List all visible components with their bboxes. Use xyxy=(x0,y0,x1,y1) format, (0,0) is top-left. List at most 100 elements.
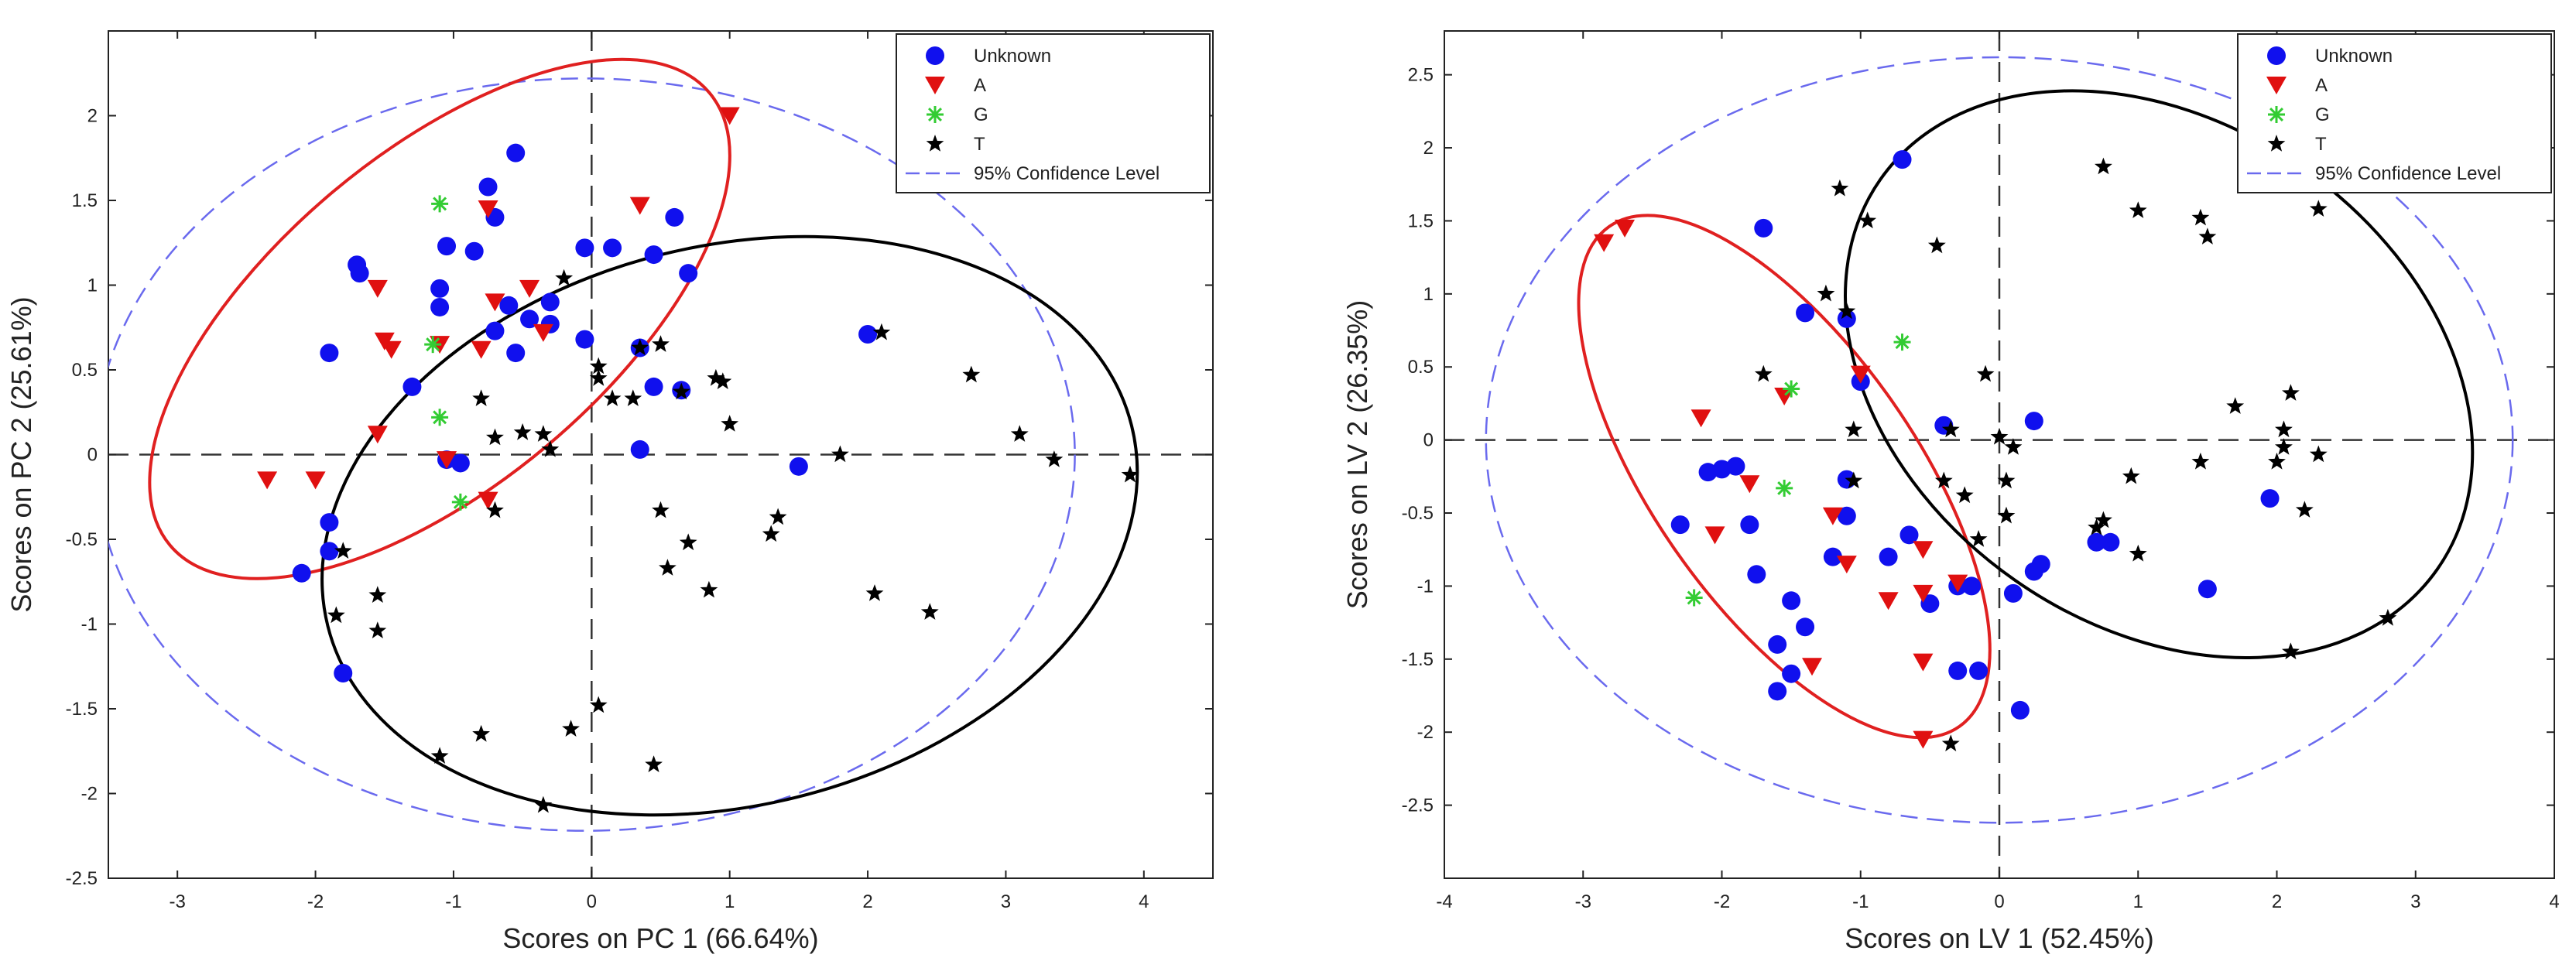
pca-score-plot: -3 -2 -1 0 1 2 3 4 -2.5 -2 -1.5 -1 -0.5 0 0.5 1 1.5 2 Scor… xyxy=(5,30,1214,954)
point-t xyxy=(707,368,725,386)
series-t xyxy=(327,269,1139,813)
point-unknown xyxy=(430,279,450,298)
point-unknown xyxy=(1740,515,1759,535)
point-t xyxy=(2295,501,2314,518)
group-a-ellipse xyxy=(148,57,731,580)
point-t xyxy=(2282,384,2300,401)
point-unknown xyxy=(2101,532,2120,552)
y-tick-label: -2 xyxy=(81,784,98,805)
legend-label: T xyxy=(2315,134,2327,155)
point-t xyxy=(1838,302,1856,320)
legend-marker-g xyxy=(2268,106,2285,123)
point-a xyxy=(1739,475,1760,494)
point-t xyxy=(872,323,891,340)
point-unknown xyxy=(1899,525,1919,545)
y-axis-label: Scores on LV 2 (26.35%) xyxy=(1341,300,1373,610)
y-tick-label: 2 xyxy=(1423,138,1434,159)
series-g xyxy=(424,195,469,511)
point-unknown xyxy=(603,238,622,258)
point-t xyxy=(1845,420,1863,438)
point-t xyxy=(2379,608,2397,626)
point-t xyxy=(1955,486,1974,504)
point-unknown xyxy=(679,264,698,283)
point-a xyxy=(1878,592,1899,611)
point-unknown xyxy=(450,453,470,473)
legend-marker-unknown xyxy=(926,46,944,65)
point-unknown xyxy=(1712,460,1732,479)
point-t xyxy=(1969,530,1988,547)
point-a xyxy=(533,323,553,342)
point-t xyxy=(645,755,663,772)
point-g xyxy=(431,409,449,426)
confidence-ellipse xyxy=(108,77,1076,832)
point-t xyxy=(2275,438,2293,455)
point-a xyxy=(478,200,498,218)
point-a xyxy=(485,293,505,312)
point-unknown xyxy=(858,325,878,344)
point-t xyxy=(368,586,387,603)
point-unknown xyxy=(478,177,498,197)
y-tick-label: 1 xyxy=(1423,284,1434,305)
point-unknown xyxy=(644,377,663,396)
point-unknown xyxy=(1768,635,1787,654)
point-t xyxy=(555,269,574,286)
point-unknown xyxy=(1754,218,1773,238)
point-unknown xyxy=(2087,532,2106,552)
series-unknown xyxy=(292,143,878,683)
point-t xyxy=(368,621,387,638)
point-t xyxy=(2275,420,2293,438)
legend-marker-t xyxy=(2267,135,2286,152)
point-unknown xyxy=(665,207,684,227)
point-unknown xyxy=(1837,506,1856,525)
legend-marker-t xyxy=(926,135,944,152)
x-tick-label: 2 xyxy=(862,891,872,912)
point-t xyxy=(2191,208,2210,226)
point-t xyxy=(1010,425,1029,442)
y-tick-label: -0.5 xyxy=(66,529,98,550)
point-t xyxy=(2309,445,2328,463)
legend-label: G xyxy=(974,104,988,125)
x-axis-label: Scores on PC 1 (66.64%) xyxy=(502,922,818,954)
point-a xyxy=(1836,556,1857,574)
group-a-ellipse xyxy=(1577,214,1992,740)
point-t xyxy=(1990,427,2009,445)
x-tick-label: -1 xyxy=(445,891,461,912)
point-t xyxy=(2226,397,2245,414)
point-unknown xyxy=(2197,580,2217,599)
point-a xyxy=(367,279,388,298)
point-unknown xyxy=(1698,463,1718,482)
point-g xyxy=(451,493,469,511)
point-a xyxy=(1594,234,1615,252)
legend-label: 95% Confidence Level xyxy=(2315,163,2501,184)
legend-label: A xyxy=(2315,75,2328,96)
x-tick-label: 3 xyxy=(2410,891,2420,912)
point-t xyxy=(589,357,608,375)
legend-marker-g xyxy=(927,106,944,123)
y-tick-label: 1.5 xyxy=(72,190,98,211)
point-a xyxy=(719,107,740,125)
point-t xyxy=(652,501,670,518)
point-unknown xyxy=(1782,591,1801,611)
legend: Unknown AGT 95% Confidence Level xyxy=(896,33,1211,193)
point-unknown xyxy=(1823,547,1842,566)
x-tick-label: 4 xyxy=(2549,891,2559,912)
point-g xyxy=(1893,333,1911,351)
legend-box xyxy=(896,33,1211,193)
point-unknown xyxy=(1920,594,1940,614)
x-tick-label: 0 xyxy=(1994,891,2004,912)
y-tick-label: 1.5 xyxy=(1408,210,1434,231)
point-t xyxy=(430,747,449,764)
point-unknown xyxy=(540,292,560,312)
point-t xyxy=(2268,452,2286,470)
point-t xyxy=(1941,420,1960,438)
point-a xyxy=(1913,541,1934,559)
point-t xyxy=(472,724,490,742)
series-a xyxy=(1594,219,1968,749)
x-tick-label: -1 xyxy=(1852,891,1869,912)
point-a xyxy=(1615,219,1636,238)
x-tick-label: 2 xyxy=(2272,891,2282,912)
point-a xyxy=(519,279,540,298)
point-unknown xyxy=(1969,661,1989,680)
legend-label: 95% Confidence Level xyxy=(974,163,1160,184)
